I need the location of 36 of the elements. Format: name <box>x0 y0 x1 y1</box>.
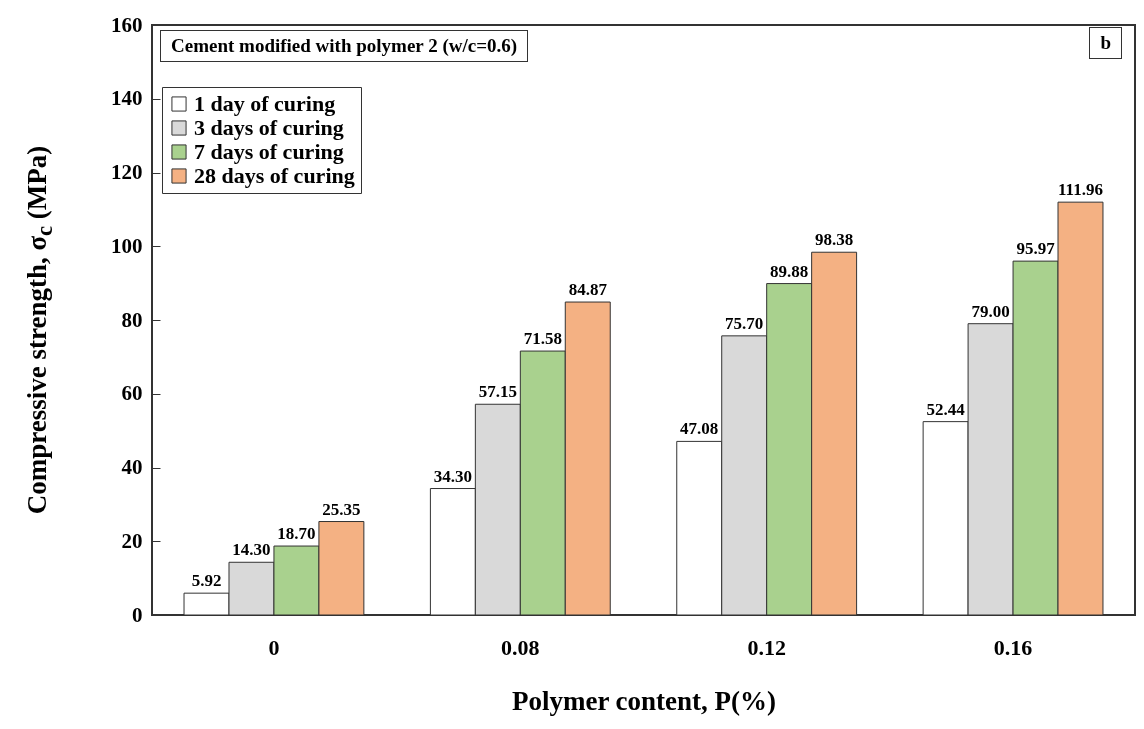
y-tick-label: 120 <box>111 160 143 184</box>
y-tick-label: 0 <box>132 602 143 627</box>
y-tick-label: 140 <box>111 86 143 111</box>
data-label: 71.58 <box>523 329 562 349</box>
y-tick-label: 160 <box>111 12 143 37</box>
data-label: 75.70 <box>725 313 764 333</box>
y-tick-label: 80 <box>121 307 143 332</box>
data-label: 79.00 <box>971 301 1010 321</box>
x-tick-label: 0 <box>268 634 280 660</box>
legend-label: 7 days of curing <box>194 139 344 164</box>
y-tick-label: 40 <box>121 455 143 479</box>
data-label: 25.35 <box>322 499 361 519</box>
data-label: 98.38 <box>815 230 854 250</box>
data-label: 95.97 <box>1016 239 1056 259</box>
data-label: 14.30 <box>232 540 271 560</box>
legend-label: 1 day of curing <box>194 91 336 116</box>
data-label: 84.87 <box>568 280 608 300</box>
x-tick-label: 0.12 <box>747 634 786 660</box>
data-label: 34.30 <box>433 466 472 486</box>
y-tick-label: 60 <box>121 381 143 406</box>
x-tick-label: 0.16 <box>993 634 1033 660</box>
legend-label: 28 days of curing <box>194 163 355 188</box>
annotation: Cement modified with polymer 2 (w/c=0.6) <box>160 30 529 62</box>
y-tick-label: 20 <box>121 528 143 553</box>
annotation: b <box>1089 27 1122 59</box>
x-axis-title: Polymer content, P(%) <box>511 685 777 716</box>
data-label: 111.96 <box>1058 180 1103 200</box>
legend-label: 3 days of curing <box>194 115 344 140</box>
data-label: 18.70 <box>277 524 316 544</box>
data-label: 5.92 <box>191 571 222 591</box>
data-label: 89.88 <box>770 261 809 281</box>
data-label: 52.44 <box>926 399 966 419</box>
data-label: 57.15 <box>478 382 517 402</box>
data-label: 47.08 <box>680 419 719 439</box>
x-tick-label: 0.08 <box>501 634 540 660</box>
y-tick-label: 100 <box>111 233 143 258</box>
